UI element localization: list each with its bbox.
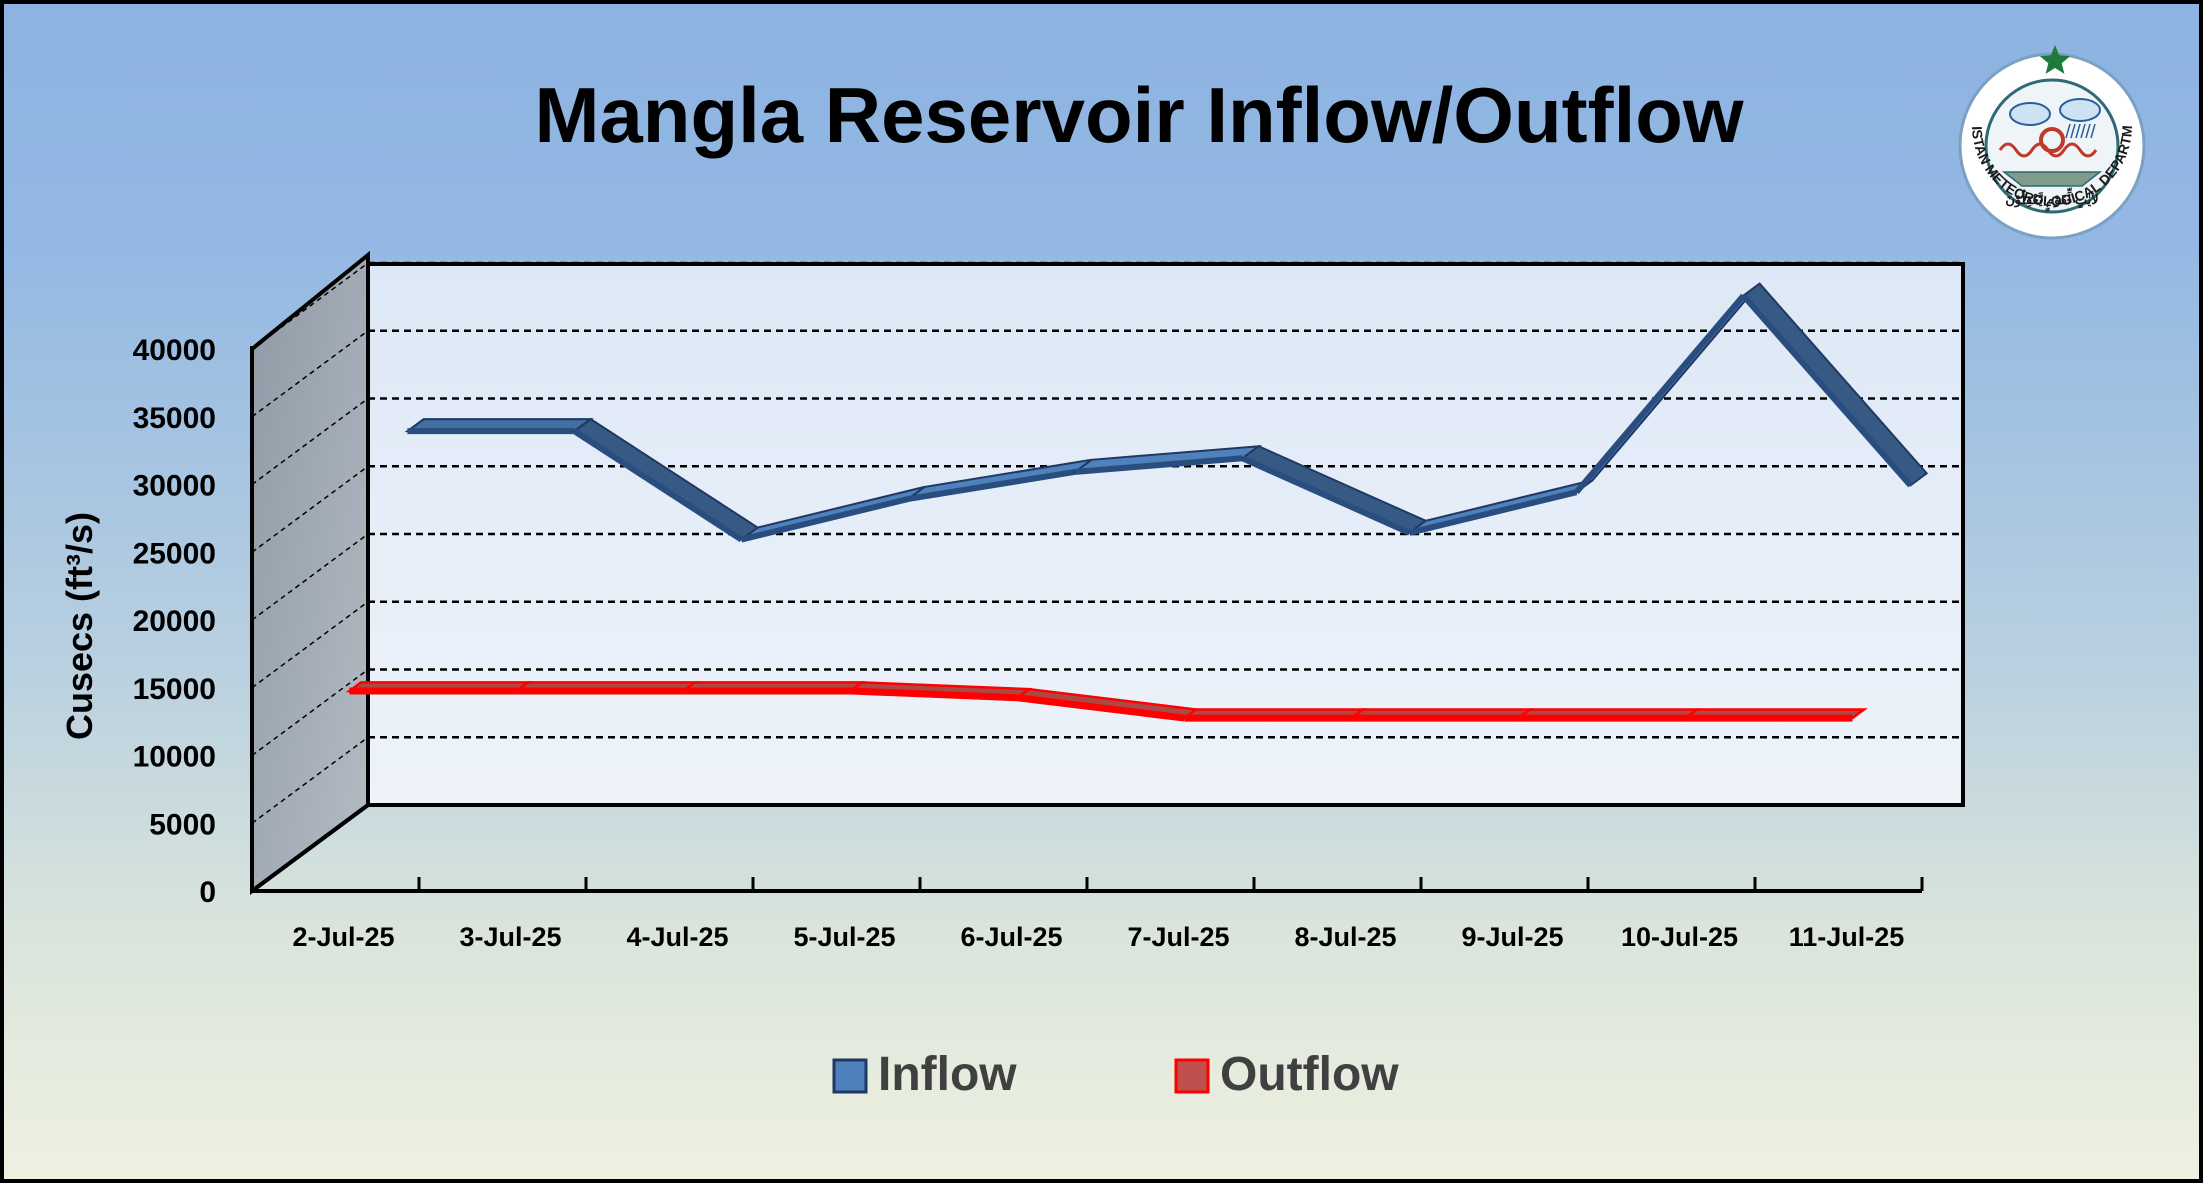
cloud-icon <box>2059 98 2101 122</box>
series-edge <box>1016 694 1185 722</box>
series-edge <box>850 687 1018 702</box>
series-edge <box>740 496 910 543</box>
x-tick-label: 7-Jul-25 <box>1127 922 1229 952</box>
gridline-side <box>251 736 369 824</box>
floor-edge <box>250 803 370 893</box>
y-tick-label: 5000 <box>149 808 216 841</box>
pmd-logo: لأيٰتٍ لِّقَوْمٍ يَّعْقِلُوْنَPAKISTAN M… <box>4 4 2146 240</box>
logo-arc-text: PAKISTAN METEOROLOGICAL DEPARTMENT <box>4 4 2135 209</box>
gridline-side <box>251 330 369 418</box>
legend-label: Inflow <box>878 1048 1017 1101</box>
y-tick-label: 25000 <box>133 537 216 570</box>
x-tick-label: 9-Jul-25 <box>1461 922 1563 952</box>
rain-icon <box>2085 123 2091 139</box>
x-tick-label: 10-Jul-25 <box>1621 922 1738 952</box>
series-outflow <box>345 681 1868 722</box>
gridline-side <box>251 533 369 621</box>
series-edge <box>1241 455 1411 536</box>
x-tick-label: 8-Jul-25 <box>1294 922 1396 952</box>
rain-icon <box>2090 123 2096 139</box>
y-tick-label: 30000 <box>133 470 216 503</box>
y-axis-label: Cusecs (ft³/s) <box>59 512 100 740</box>
x-tick-label: 4-Jul-25 <box>626 922 728 952</box>
series-edge <box>1075 455 1243 475</box>
x-tick-label: 5-Jul-25 <box>793 922 895 952</box>
series-edge <box>572 428 744 543</box>
series-inflow <box>404 282 1929 543</box>
legend-item-inflow: Inflow <box>832 1048 1017 1101</box>
x-tick-label: 6-Jul-25 <box>960 922 1062 952</box>
x-tick-label: 11-Jul-25 <box>1789 922 1905 952</box>
y-tick-label: 10000 <box>133 741 216 774</box>
gridline-side <box>251 262 369 350</box>
side-wall <box>250 250 370 895</box>
x-tick-label: 2-Jul-25 <box>292 922 394 952</box>
gridline-side <box>251 397 369 486</box>
gridline-side <box>251 601 369 689</box>
y-tick-label: 20000 <box>133 605 216 638</box>
legend-item-outflow: Outflow <box>1174 1048 1399 1101</box>
chart-title: Mangla Reservoir Inflow/Outflow <box>534 71 1744 159</box>
land-icon <box>2001 171 2103 187</box>
y-tick-label: 0 <box>199 876 216 909</box>
cloud-icon <box>2009 102 2051 126</box>
rain-icon <box>2065 123 2071 139</box>
legend-swatch <box>1174 1058 1210 1094</box>
rain-icon <box>2070 123 2076 139</box>
x-tick-label: 3-Jul-25 <box>459 922 561 952</box>
star-icon <box>2039 45 2071 74</box>
rain-icon <box>2080 123 2086 139</box>
legend-label: Outflow <box>1220 1048 1399 1101</box>
chart-canvas: 0 5000 10000 15000 20000 25000 30000 35000 40000… <box>4 4 2146 1101</box>
series-edge <box>1408 489 1578 536</box>
series-edge <box>1741 293 1913 488</box>
gridline-side <box>251 668 369 757</box>
y-tick-label: 40000 <box>133 334 216 367</box>
legend-swatch <box>832 1058 868 1094</box>
y-tick-label: 35000 <box>133 402 216 435</box>
series-edge <box>907 468 1076 502</box>
rain-icon <box>2075 123 2081 139</box>
y-tick-label: 15000 <box>133 673 216 706</box>
series-edge <box>1574 293 1746 495</box>
gridline-side <box>251 465 369 553</box>
cyclone-icon <box>2039 127 2065 153</box>
